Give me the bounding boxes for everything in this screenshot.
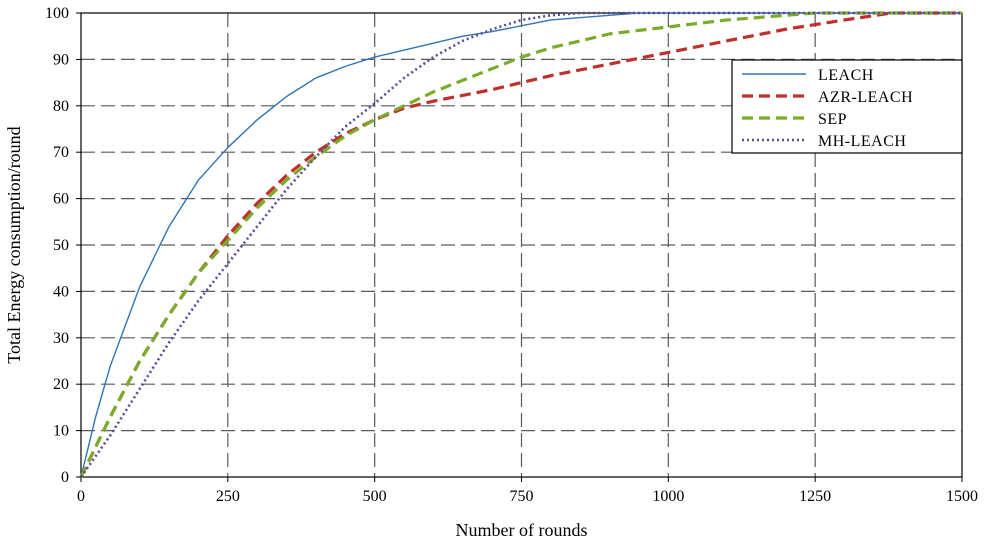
x-axis-ticks: 0 250 500 750 1000 1250 1500 [77,477,978,505]
y-tick-label: 100 [45,5,69,22]
y-tick-label: 50 [53,237,69,254]
legend-label: AZR-LEACH [818,89,913,106]
legend-label: LEACH [818,67,874,84]
y-tick-label: 60 [53,191,69,208]
x-tick-label: 1000 [652,488,684,505]
x-tick-label: 500 [363,488,387,505]
y-tick-label: 80 [53,98,69,115]
y-axis-title: Total Energy consumption/round [4,126,24,363]
y-tick-label: 0 [61,469,69,486]
grid-lines [81,13,962,477]
y-tick-label: 90 [53,51,69,68]
legend-label: MH-LEACH [818,133,906,150]
legend-label: SEP [818,111,847,128]
legend: LEACH AZR-LEACH SEP MH-LEACH [731,59,963,154]
series-lines [79,11,962,478]
y-axis-ticks: 0 10 20 30 40 50 60 70 80 90 100 [45,5,81,486]
x-tick-label: 1500 [946,488,978,505]
y-tick-label: 30 [53,330,69,347]
x-tick-label: 750 [510,488,534,505]
series-line-azr-leach [79,11,962,478]
y-tick-label: 10 [53,423,69,440]
y-tick-label: 20 [53,376,69,393]
series-line-leach [80,12,962,478]
legend-box [731,59,963,154]
x-axis-title: Number of rounds [456,520,588,540]
x-tick-label: 0 [77,488,85,505]
series-line-sep [79,11,962,478]
x-tick-label: 1250 [799,488,831,505]
x-tick-label: 250 [216,488,240,505]
y-tick-label: 70 [53,144,69,161]
legend-items: LEACH AZR-LEACH SEP MH-LEACH [742,67,913,150]
y-tick-label: 40 [53,283,69,300]
